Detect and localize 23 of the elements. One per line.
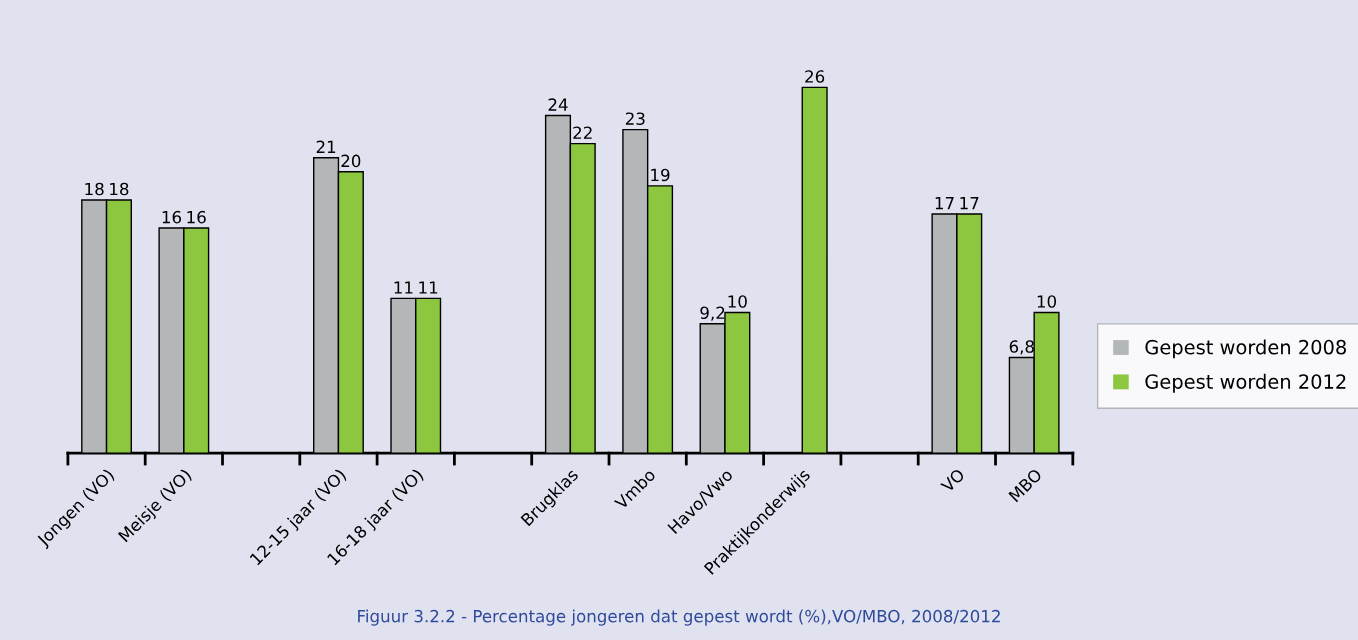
data-label: 17 [960,196,979,210]
data-label: 18 [110,182,129,196]
data-label: 10 [728,295,747,308]
legend-label: Gepest worden 2012 [1145,373,1346,393]
data-label: 11 [394,281,413,294]
data-label: 9,2 [700,306,725,321]
data-label: 6,8 [1009,340,1034,355]
data-label: 24 [548,98,568,111]
data-label: 10 [1037,295,1057,308]
data-label: 26 [805,70,825,83]
data-label: 21 [316,140,336,153]
data-label: 18 [85,182,104,196]
data-label: 17 [935,196,954,210]
data-label: 11 [419,281,438,294]
data-label: 23 [625,112,645,125]
x-tick-label: VO [940,467,966,494]
data-label: 16 [162,210,182,224]
data-label: 20 [341,154,361,168]
data-label: 16 [187,210,206,224]
text: Figuur 3.2.2 - Percentage jongeren dat gepest wordt (%),VO/MBO, 2008/2012 [358,609,1000,626]
data-label: 22 [573,126,592,139]
legend-label: Gepest worden 2008 [1145,339,1346,359]
data-label: 19 [651,168,670,182]
